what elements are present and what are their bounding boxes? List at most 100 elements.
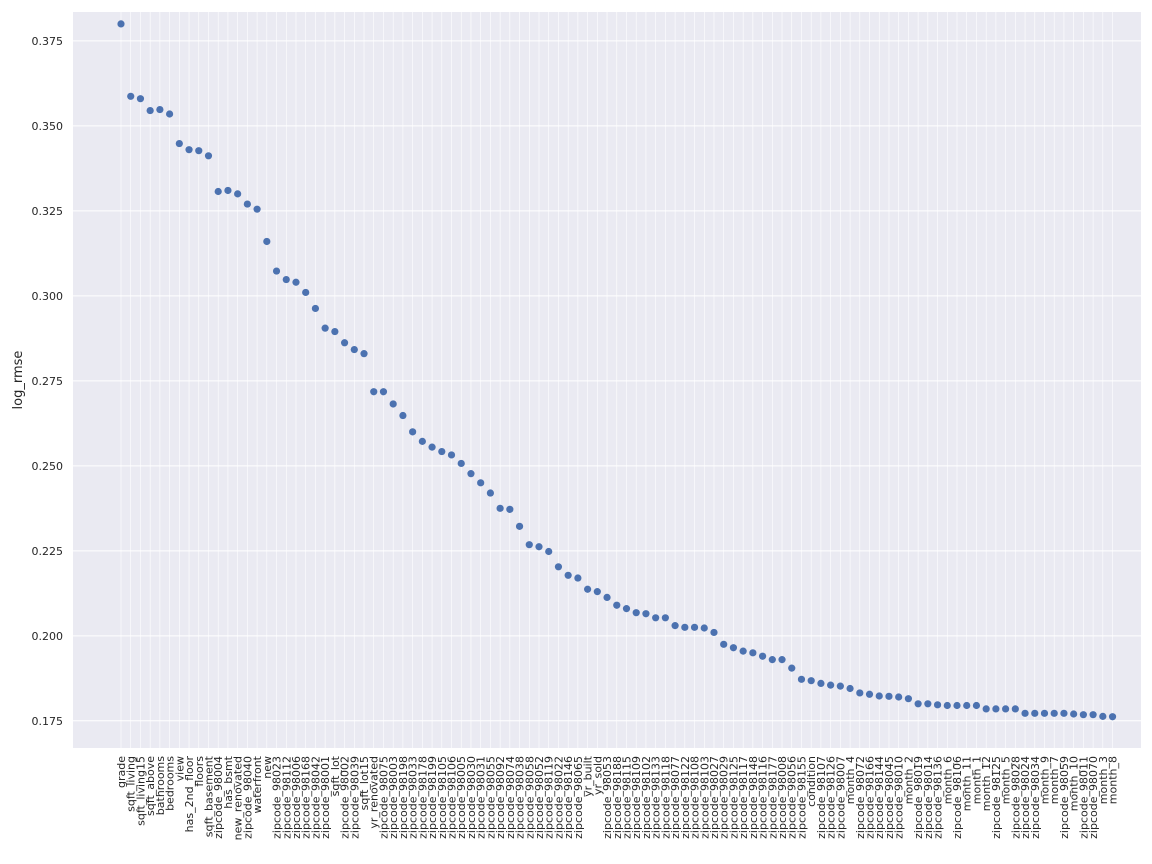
x-tick-label: zipcode_98024	[1019, 756, 1032, 839]
x-tick-label: sqft_lot15	[358, 756, 371, 810]
data-point	[768, 656, 776, 664]
x-tick-label: zipcode_98106	[951, 756, 964, 839]
x-tick-label: bedrooms	[164, 756, 177, 811]
data-point	[963, 701, 971, 710]
data-point	[924, 700, 932, 708]
x-tick-label: zipcode_98029	[718, 756, 731, 839]
x-tick-label: zipcode_98166	[864, 756, 877, 839]
x-tick-label: zipcode_98003	[387, 756, 400, 839]
x-tick-label: has_bsmt	[222, 755, 235, 808]
grid-lines	[73, 12, 1141, 748]
x-tick-label: month_4	[844, 756, 857, 804]
data-point	[185, 146, 193, 154]
data-point	[671, 622, 679, 630]
x-tick-label: zipcode_98199	[426, 756, 439, 839]
x-tick-label: yr_sold	[591, 756, 604, 795]
x-tick-label: zipcode_98198	[397, 756, 410, 839]
x-tick-label: zipcode_98006	[290, 756, 303, 839]
x-tick-label: zipcode_98038	[514, 756, 527, 839]
x-tick-label: zipcode_98001	[319, 756, 332, 839]
data-point	[797, 675, 806, 683]
x-tick-label: month_12	[980, 756, 993, 811]
data-point	[593, 588, 601, 596]
x-tick-label: zipcode_98011	[1077, 756, 1090, 839]
data-point	[1021, 709, 1029, 717]
data-point	[700, 624, 708, 632]
x-tick-label: has_2nd_floor	[183, 756, 196, 833]
y-tick-label: 0.200	[32, 630, 64, 643]
data-point	[146, 106, 154, 115]
x-tick-label: zipcode_98105	[436, 756, 449, 839]
x-tick-label: month_1	[970, 756, 983, 804]
data-point	[243, 200, 251, 208]
data-point	[681, 623, 689, 631]
data-point	[807, 677, 815, 685]
data-point	[690, 623, 699, 631]
y-tick-label: 0.350	[32, 120, 64, 133]
x-tick-label: zipcode_98042	[309, 756, 322, 839]
y-axis-ticks: 0.175 0.200 0.225 0.250 0.275 0.300 0.325 0.350…	[32, 35, 64, 728]
x-tick-label: bathrooms	[154, 756, 167, 815]
data-point	[865, 690, 874, 698]
x-tick-label: floors	[193, 756, 206, 787]
data-point	[1050, 709, 1058, 717]
x-tick-label: zipcode_98106	[446, 756, 459, 839]
x-tick-label: zipcode_98070	[1087, 756, 1100, 839]
y-axis-label: log_rmse	[11, 351, 26, 410]
x-tick-label: grade	[115, 756, 128, 788]
x-tick-label: zipcode_98102	[640, 756, 653, 839]
x-tick-label: zipcode_98116	[757, 756, 770, 839]
data-point	[992, 705, 1000, 713]
data-point	[282, 275, 290, 284]
x-tick-label: zipcode_98112	[280, 756, 293, 839]
x-tick-label: zipcode_98031	[475, 756, 488, 839]
data-point	[409, 428, 417, 436]
data-point	[749, 649, 757, 657]
y-tick-label: 0.225	[32, 545, 64, 558]
data-point	[1070, 710, 1078, 718]
x-tick-label: zipcode_98039	[348, 756, 361, 839]
data-point	[166, 110, 174, 118]
data-point	[729, 644, 738, 652]
data-point	[253, 205, 261, 213]
x-tick-label: zipcode_98108	[689, 756, 702, 839]
x-tick-label: zipcode_98072	[854, 756, 867, 839]
data-point	[953, 701, 961, 710]
data-point	[477, 479, 485, 487]
x-tick-label: zipcode_98075	[377, 756, 390, 839]
x-tick-label: zipcode_98005	[455, 756, 468, 839]
x-tick-label: zipcode_98056	[786, 756, 799, 839]
x-tick-label: sqft_basement	[202, 755, 215, 837]
x-tick-label: zipcode_98126	[825, 756, 838, 839]
data-point	[204, 152, 213, 160]
data-point	[214, 187, 222, 196]
x-tick-label: zipcode_98178	[416, 756, 429, 839]
y-tick-label: 0.175	[32, 715, 64, 728]
data-point	[1031, 709, 1039, 717]
data-point	[399, 411, 407, 420]
x-tick-label: zipcode_98010	[893, 756, 906, 839]
data-point	[447, 451, 456, 459]
data-point	[720, 640, 728, 648]
x-tick-label: zipcode_98053	[601, 756, 614, 839]
x-tick-label: zipcode_98022	[552, 756, 565, 839]
x-tick-label: zipcode_98052	[533, 756, 546, 839]
data-point	[943, 701, 951, 710]
data-point	[525, 541, 533, 549]
data-point	[564, 571, 572, 579]
data-point	[438, 447, 446, 456]
x-tick-label: zipcode_98045	[883, 756, 896, 839]
x-tick-label: zipcode_98146	[562, 756, 575, 839]
y-tick-label: 0.250	[32, 460, 64, 473]
x-tick-label: month_9	[1038, 756, 1051, 804]
data-point	[117, 20, 125, 28]
data-point	[574, 574, 582, 582]
data-point	[933, 701, 942, 709]
x-tick-label: month_10	[1068, 756, 1081, 811]
x-tick-label: zipcode_98107	[815, 756, 828, 839]
x-tick-label: zipcode_98119	[543, 756, 556, 839]
data-point	[350, 345, 358, 354]
data-point	[972, 701, 981, 710]
x-tick-label: month_2	[902, 756, 915, 804]
data-point	[224, 186, 232, 195]
